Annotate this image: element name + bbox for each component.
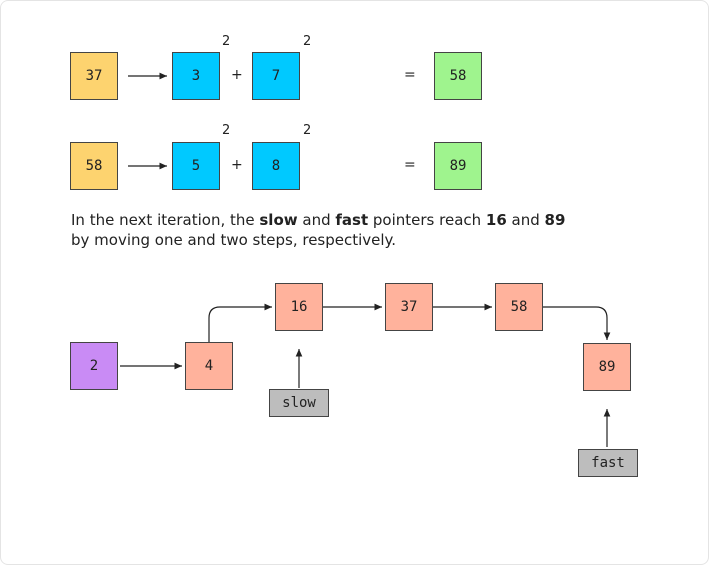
list-node-2: 2: [70, 342, 118, 390]
fast-pointer-label: fast: [578, 449, 638, 477]
equation-2-exponent-1: 2: [222, 123, 231, 138]
equation-1-exponent-2: 2: [303, 34, 312, 49]
caption-part-1: In the next iteration, the: [71, 211, 260, 229]
caption-part-2: and: [297, 211, 336, 229]
list-node-37: 37: [385, 283, 433, 331]
caption-number-2: 89: [544, 211, 566, 229]
caption-part-4: and: [506, 211, 545, 229]
arrow-58-to-89: [543, 306, 611, 340]
list-node-89: 89: [583, 343, 631, 391]
equation-1-start-box: 37: [70, 52, 118, 100]
caption-number-1: 16: [485, 211, 507, 229]
list-node-58: 58: [495, 283, 543, 331]
list-node-16: 16: [275, 283, 323, 331]
equation-1-digit-2-box: 7: [252, 52, 300, 100]
caption-fast: fast: [335, 211, 369, 229]
list-node-4: 4: [185, 342, 233, 390]
arrow-4-to-16: [208, 303, 272, 342]
caption-part-3: pointers reach: [368, 211, 486, 229]
equation-2-exponent-2: 2: [303, 123, 312, 138]
caption-text: In the next iteration, the slow and fast…: [71, 210, 671, 250]
slow-pointer-label: slow: [269, 389, 329, 417]
equation-1-digit-1-box: 3: [172, 52, 220, 100]
equation-2-plus: +: [231, 157, 243, 173]
equation-1-equals: =: [404, 67, 416, 83]
equation-1-result-box: 58: [434, 52, 482, 100]
equation-2-start-box: 58: [70, 142, 118, 190]
equation-2-digit-2-box: 8: [252, 142, 300, 190]
equation-2-equals: =: [404, 157, 416, 173]
equation-2-result-box: 89: [434, 142, 482, 190]
equation-1-exponent-1: 2: [222, 34, 231, 49]
caption-slow: slow: [259, 211, 298, 229]
equation-1-plus: +: [231, 67, 243, 83]
caption-line-2: by moving one and two steps, respectivel…: [71, 231, 397, 249]
equation-2-digit-1-box: 5: [172, 142, 220, 190]
